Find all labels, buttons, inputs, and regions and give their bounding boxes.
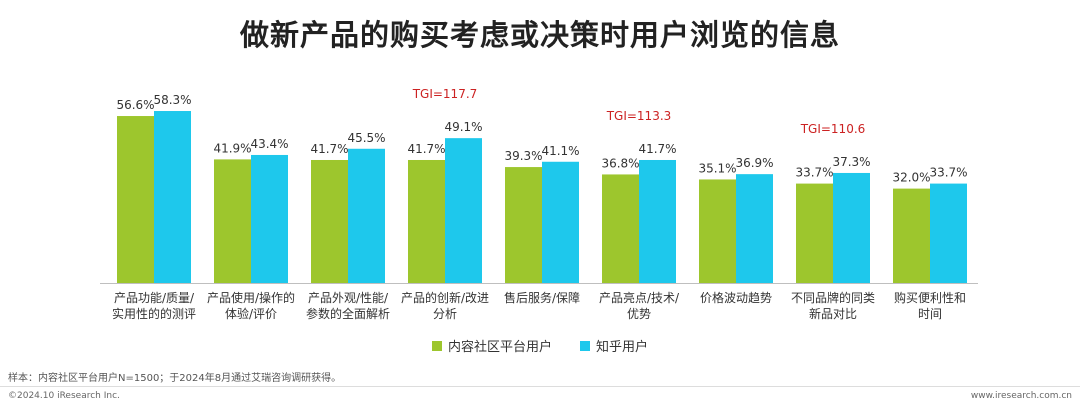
- category-label-9-line-1: 购买便利性和: [894, 290, 966, 305]
- legend-label-series-1: 内容社区平台用户: [447, 340, 552, 355]
- data-label-1-1: 56.6%: [116, 98, 154, 112]
- bar-chart: 56.6%58.3% 产品功能/质量/实用性的的测评 41.9%43.4% 产品使用/…: [100, 87, 978, 321]
- footer-copyright: ©2024.10 iResearch Inc.: [8, 391, 120, 401]
- legend-label-series-2: 知乎用户: [596, 340, 649, 355]
- data-label-1-2: 41.9%: [213, 141, 251, 155]
- bar-1-3: [311, 159, 348, 283]
- bar-2-6: [639, 159, 676, 283]
- category-label-7-line-1: 价格波动趋势: [700, 290, 772, 305]
- data-label-2-1: 58.3%: [153, 93, 191, 107]
- sample-note: 样本：内容社区平台用户N=1500；于2024年8月通过艾瑞咨询调研获得。: [8, 373, 342, 384]
- data-label-2-4: 49.1%: [444, 120, 482, 134]
- bar-2-1: [154, 111, 191, 283]
- category-label-3-line-1: 产品外观/性能/: [308, 291, 389, 305]
- data-label-2-8: 37.3%: [832, 155, 870, 169]
- category-label-6-line-1: 产品亮点/技术/: [599, 290, 680, 305]
- chart-legend: 内容社区平台用户 知乎用户: [0, 336, 1080, 355]
- legend-swatch-series-2: [580, 340, 590, 351]
- bar-2-3: [348, 148, 385, 283]
- data-label-1-7: 35.1%: [698, 161, 736, 175]
- bar-1-2: [214, 159, 251, 283]
- chart-title: 做新产品的购买考虑或决策时用户浏览的信息: [239, 18, 840, 52]
- bar-2-8: [833, 172, 870, 283]
- bar-1-7: [699, 179, 736, 283]
- category-label-9-line-2: 时间: [918, 307, 942, 321]
- data-label-2-2: 43.4%: [250, 137, 288, 151]
- category-label-3-line-2: 参数的全面解析: [306, 306, 390, 321]
- category-label-1-line-1: 产品功能/质量/: [114, 291, 195, 305]
- data-label-2-5: 41.1%: [541, 144, 579, 158]
- bar-2-4: [445, 138, 482, 283]
- category-label-6-line-2: 优势: [627, 307, 651, 321]
- category-label-2-line-2: 体验/评价: [225, 306, 277, 321]
- data-label-2-3: 45.5%: [347, 131, 385, 145]
- category-label-1-line-2: 实用性的的测评: [112, 306, 196, 321]
- bar-1-9: [893, 188, 930, 283]
- footer-website: www.iresearch.com.cn: [970, 391, 1072, 401]
- category-label-2-line-1: 产品使用/操作的: [207, 290, 295, 305]
- legend-item-series-1: 内容社区平台用户: [431, 336, 552, 355]
- data-label-1-5: 39.3%: [504, 149, 542, 163]
- tgi-annotation-3: TGI=110.6: [800, 122, 866, 136]
- data-label-2-6: 41.7%: [638, 142, 676, 156]
- category-label-5-line-1: 售后服务/保障: [504, 290, 580, 305]
- data-label-1-9: 32.0%: [892, 171, 930, 185]
- bar-1-8: [796, 183, 833, 283]
- bar-2-5: [542, 161, 579, 283]
- data-label-1-3: 41.7%: [310, 142, 348, 156]
- bar-1-4: [408, 159, 445, 283]
- legend-item-series-2: 知乎用户: [580, 336, 648, 355]
- tgi-annotation-2: TGI=113.3: [606, 109, 672, 123]
- data-label-1-6: 36.8%: [601, 156, 639, 170]
- category-label-8-line-2: 新品对比: [809, 306, 857, 321]
- tgi-annotation-1: TGI=117.7: [412, 87, 478, 101]
- category-label-4-line-2: 分析: [433, 307, 457, 321]
- category-label-8-line-1: 不同品牌的同类: [791, 290, 875, 305]
- data-label-2-7: 36.9%: [735, 156, 773, 170]
- bar-1-5: [505, 167, 542, 283]
- data-label-1-4: 41.7%: [407, 142, 445, 156]
- footer-divider: [0, 386, 1080, 387]
- bar-2-9: [930, 183, 967, 283]
- category-label-4-line-1: 产品的创新/改进: [401, 290, 489, 305]
- data-label-2-9: 33.7%: [929, 166, 967, 180]
- data-label-1-8: 33.7%: [795, 166, 833, 180]
- bar-1-6: [602, 174, 639, 283]
- bar-1-1: [117, 116, 154, 283]
- bar-2-2: [251, 154, 288, 283]
- bar-2-7: [736, 174, 773, 283]
- legend-swatch-series-1: [431, 340, 442, 351]
